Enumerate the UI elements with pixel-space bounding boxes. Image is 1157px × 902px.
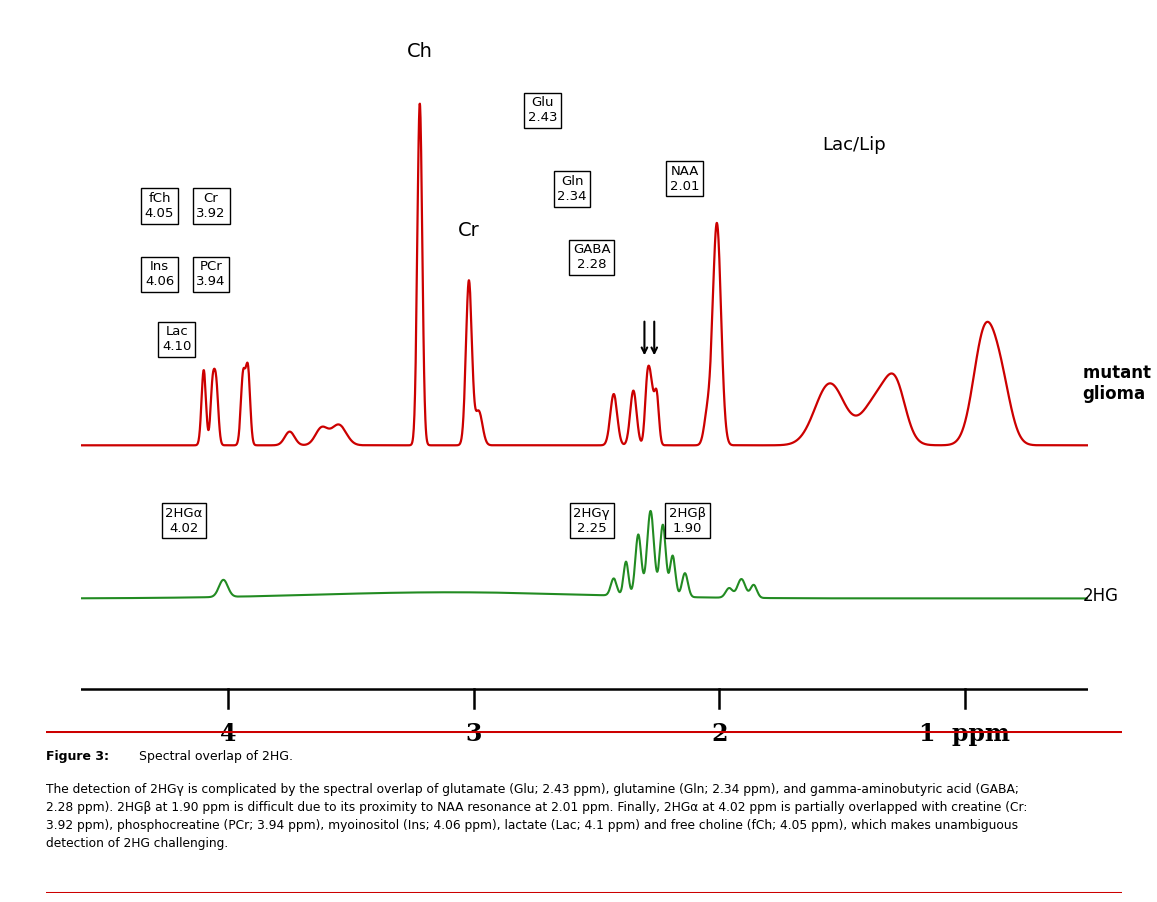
Text: Gln
2.34: Gln 2.34 [558,175,587,203]
Text: Cr
3.92: Cr 3.92 [197,192,226,220]
Text: Figure 3:: Figure 3: [46,750,109,763]
Text: 2HGβ
1.90: 2HGβ 1.90 [669,507,706,535]
Text: 2: 2 [712,722,728,746]
Text: Glu
2.43: Glu 2.43 [528,97,558,124]
Text: Spectral overlap of 2HG.: Spectral overlap of 2HG. [134,750,293,763]
Text: Cr: Cr [458,221,480,240]
Text: Lac/Lip: Lac/Lip [823,135,886,153]
Text: 2HG: 2HG [1083,587,1119,605]
Text: Lac
4.10: Lac 4.10 [162,326,191,354]
Text: 4: 4 [220,722,236,746]
Text: 2HGγ
2.25: 2HGγ 2.25 [574,507,610,535]
Text: 1  ppm: 1 ppm [920,722,1010,746]
Text: NAA
2.01: NAA 2.01 [670,165,700,193]
Text: 3: 3 [465,722,482,746]
Text: PCr
3.94: PCr 3.94 [197,261,226,289]
Text: mutant IDH
glioma: mutant IDH glioma [1083,364,1157,403]
Text: GABA
2.28: GABA 2.28 [573,244,611,272]
Text: fCh
4.05: fCh 4.05 [145,192,175,220]
Text: 2HGα
4.02: 2HGα 4.02 [165,507,202,535]
Text: Ins
4.06: Ins 4.06 [145,261,175,289]
Text: Ch: Ch [407,42,433,61]
Text: The detection of 2HGγ is complicated by the spectral overlap of glutamate (Glu; : The detection of 2HGγ is complicated by … [46,783,1027,850]
